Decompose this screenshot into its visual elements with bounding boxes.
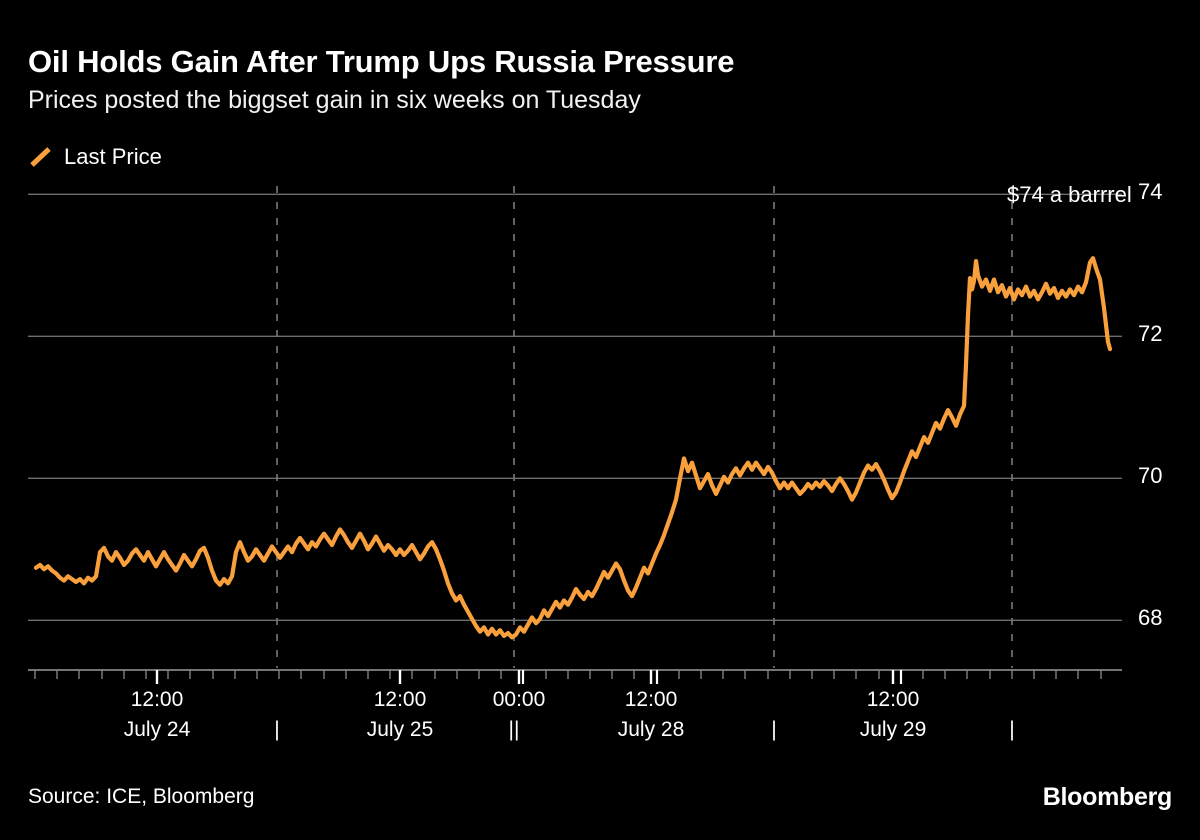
y-axis-tick-label: 68 [1138, 605, 1163, 631]
x-axis-date-label: July 24 [123, 718, 191, 741]
x-axis-date-label: July 25 [366, 718, 434, 741]
x-axis-time-label: 00:00 [492, 688, 546, 711]
chart-legend: Last Price [28, 144, 162, 170]
source-note: Source: ICE, Bloomberg [28, 785, 255, 808]
y-axis-unit-label: $74 a barrrel [1007, 182, 1132, 207]
x-axis-time-label: 12:00 [373, 688, 427, 711]
page-subtitle: Prices posted the biggset gain in six we… [28, 86, 641, 114]
gridlines-group [28, 193, 1122, 621]
session-break-lines-group [276, 186, 1013, 668]
x-axis-group [28, 669, 1122, 684]
y-axis-tick-label: 72 [1138, 321, 1163, 347]
x-axis-date-label: July 28 [617, 718, 685, 741]
x-axis-time-label: 12:00 [866, 688, 920, 711]
session-break-glyph: | [1009, 718, 1015, 741]
series-line-0 [33, 256, 1113, 640]
x-axis-date-label: July 29 [859, 718, 927, 741]
brand-logo: Bloomberg [1042, 783, 1173, 811]
x-axis-time-label: 12:00 [624, 688, 678, 711]
session-break-glyph: | [274, 718, 280, 741]
y-axis-tick-label: 70 [1138, 463, 1163, 489]
page-title: Oil Holds Gain After Trump Ups Russia Pr… [28, 44, 735, 79]
y-axis-tick-label: 74 [1138, 179, 1163, 205]
legend-marker-icon [28, 146, 54, 168]
series-paths-group [33, 256, 1113, 640]
session-break-glyph: || [508, 718, 520, 741]
session-break-glyph: | [771, 718, 777, 741]
x-axis-time-label: 12:00 [130, 688, 184, 711]
legend-item-label: Last Price [64, 144, 162, 169]
